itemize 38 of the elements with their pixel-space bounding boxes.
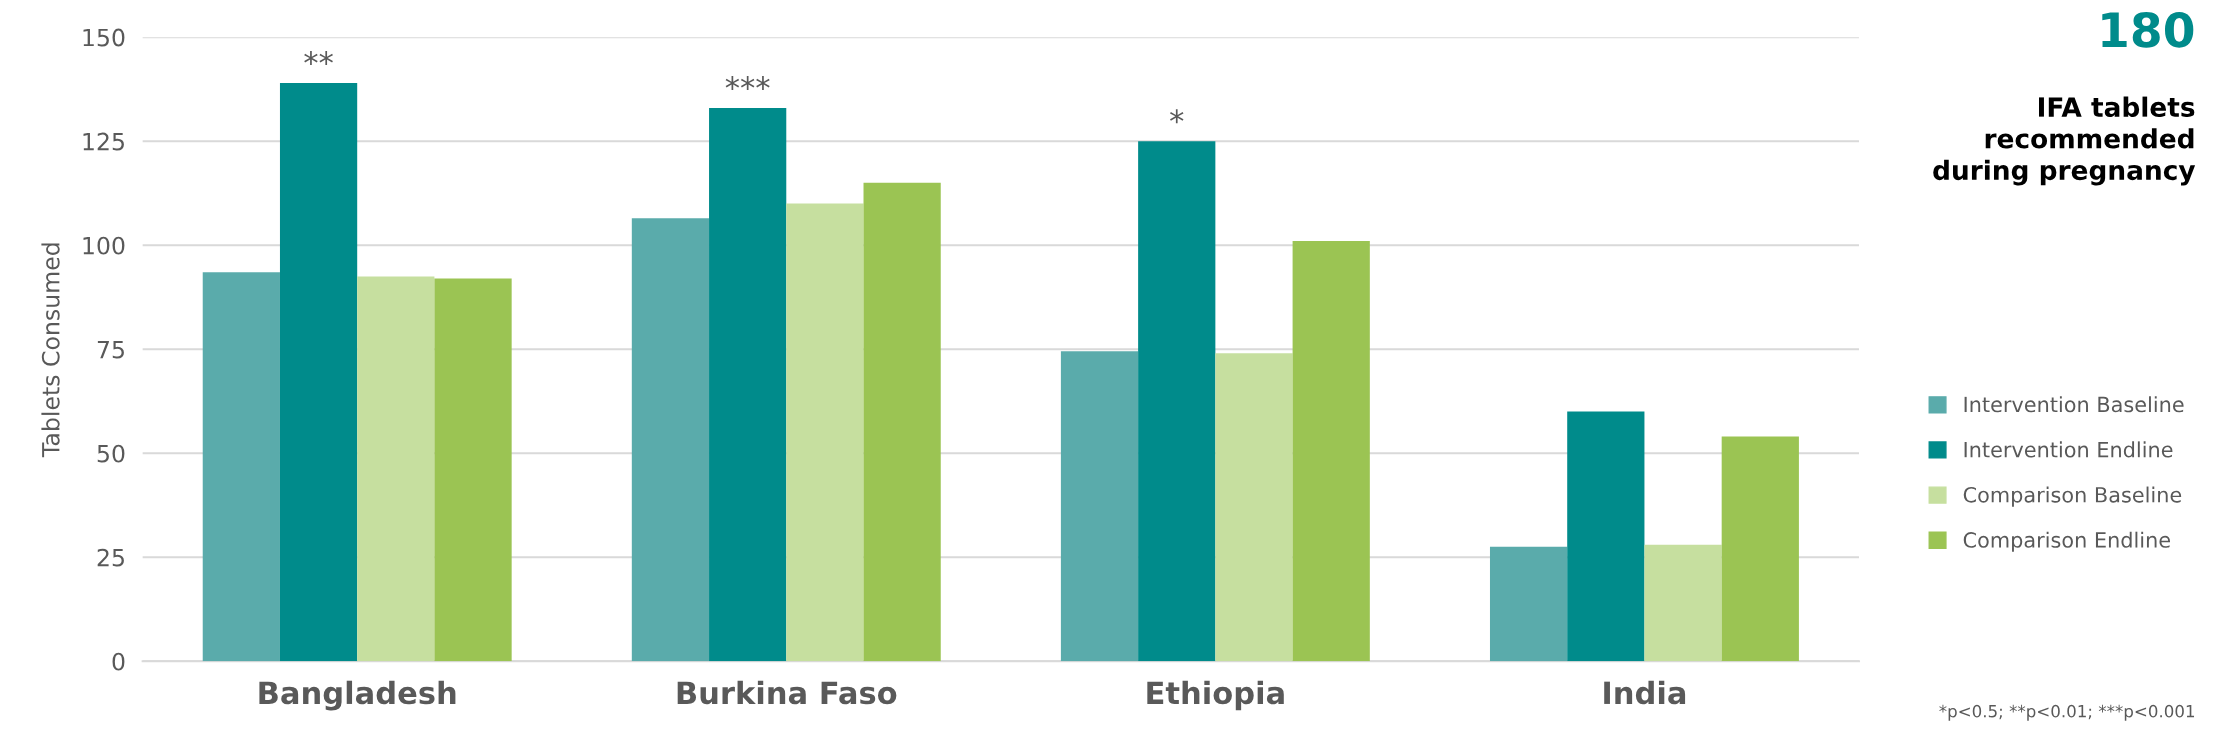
annotation: * xyxy=(1170,109,1184,124)
x-tick-label: Burkina Faso xyxy=(677,680,897,705)
x-tick-label: Bangladesh xyxy=(259,680,456,711)
bar xyxy=(1489,546,1568,662)
y-tick-label: 50 xyxy=(97,444,125,463)
bar xyxy=(1060,351,1139,662)
y-tick-label: 100 xyxy=(83,236,125,255)
text: *p<0.5; **p<0.01; ***p<0.001 xyxy=(1939,704,2195,721)
bar xyxy=(1567,411,1645,662)
bar xyxy=(786,203,864,662)
y-axis-title: Tablets Consumed xyxy=(41,243,60,458)
y-tick-label: 25 xyxy=(97,548,124,567)
annotation: *** xyxy=(725,76,770,91)
legend-label: Intervention Baseline xyxy=(1964,396,2184,413)
legend-label: Intervention Endline xyxy=(1964,441,2173,458)
y-tick-label: 150 xyxy=(83,28,125,47)
annotation: ** xyxy=(304,51,333,66)
bar xyxy=(357,276,435,662)
bar xyxy=(631,218,710,662)
bar xyxy=(863,182,941,662)
text: 180 xyxy=(2102,11,2194,48)
text: IFA tablets recommended during pregnancy xyxy=(1933,96,2196,186)
bar xyxy=(202,272,280,662)
legend-label: Comparison Baseline xyxy=(1963,486,2182,507)
legend-label: Comparison Endline xyxy=(1963,531,2170,552)
bar xyxy=(279,82,358,662)
y-tick-label: 75 xyxy=(97,340,124,359)
x-tick-label: India xyxy=(1604,680,1686,705)
bar xyxy=(1215,353,1293,662)
y-tick-label: 0 xyxy=(112,652,125,671)
bar xyxy=(1292,241,1370,662)
bar xyxy=(434,278,512,662)
y-tick-label: 125 xyxy=(83,132,124,151)
x-tick-label: Ethiopia xyxy=(1147,680,1284,711)
bar xyxy=(1644,544,1722,662)
bar xyxy=(709,107,787,662)
bar xyxy=(1721,436,1799,662)
bar xyxy=(1138,141,1216,662)
